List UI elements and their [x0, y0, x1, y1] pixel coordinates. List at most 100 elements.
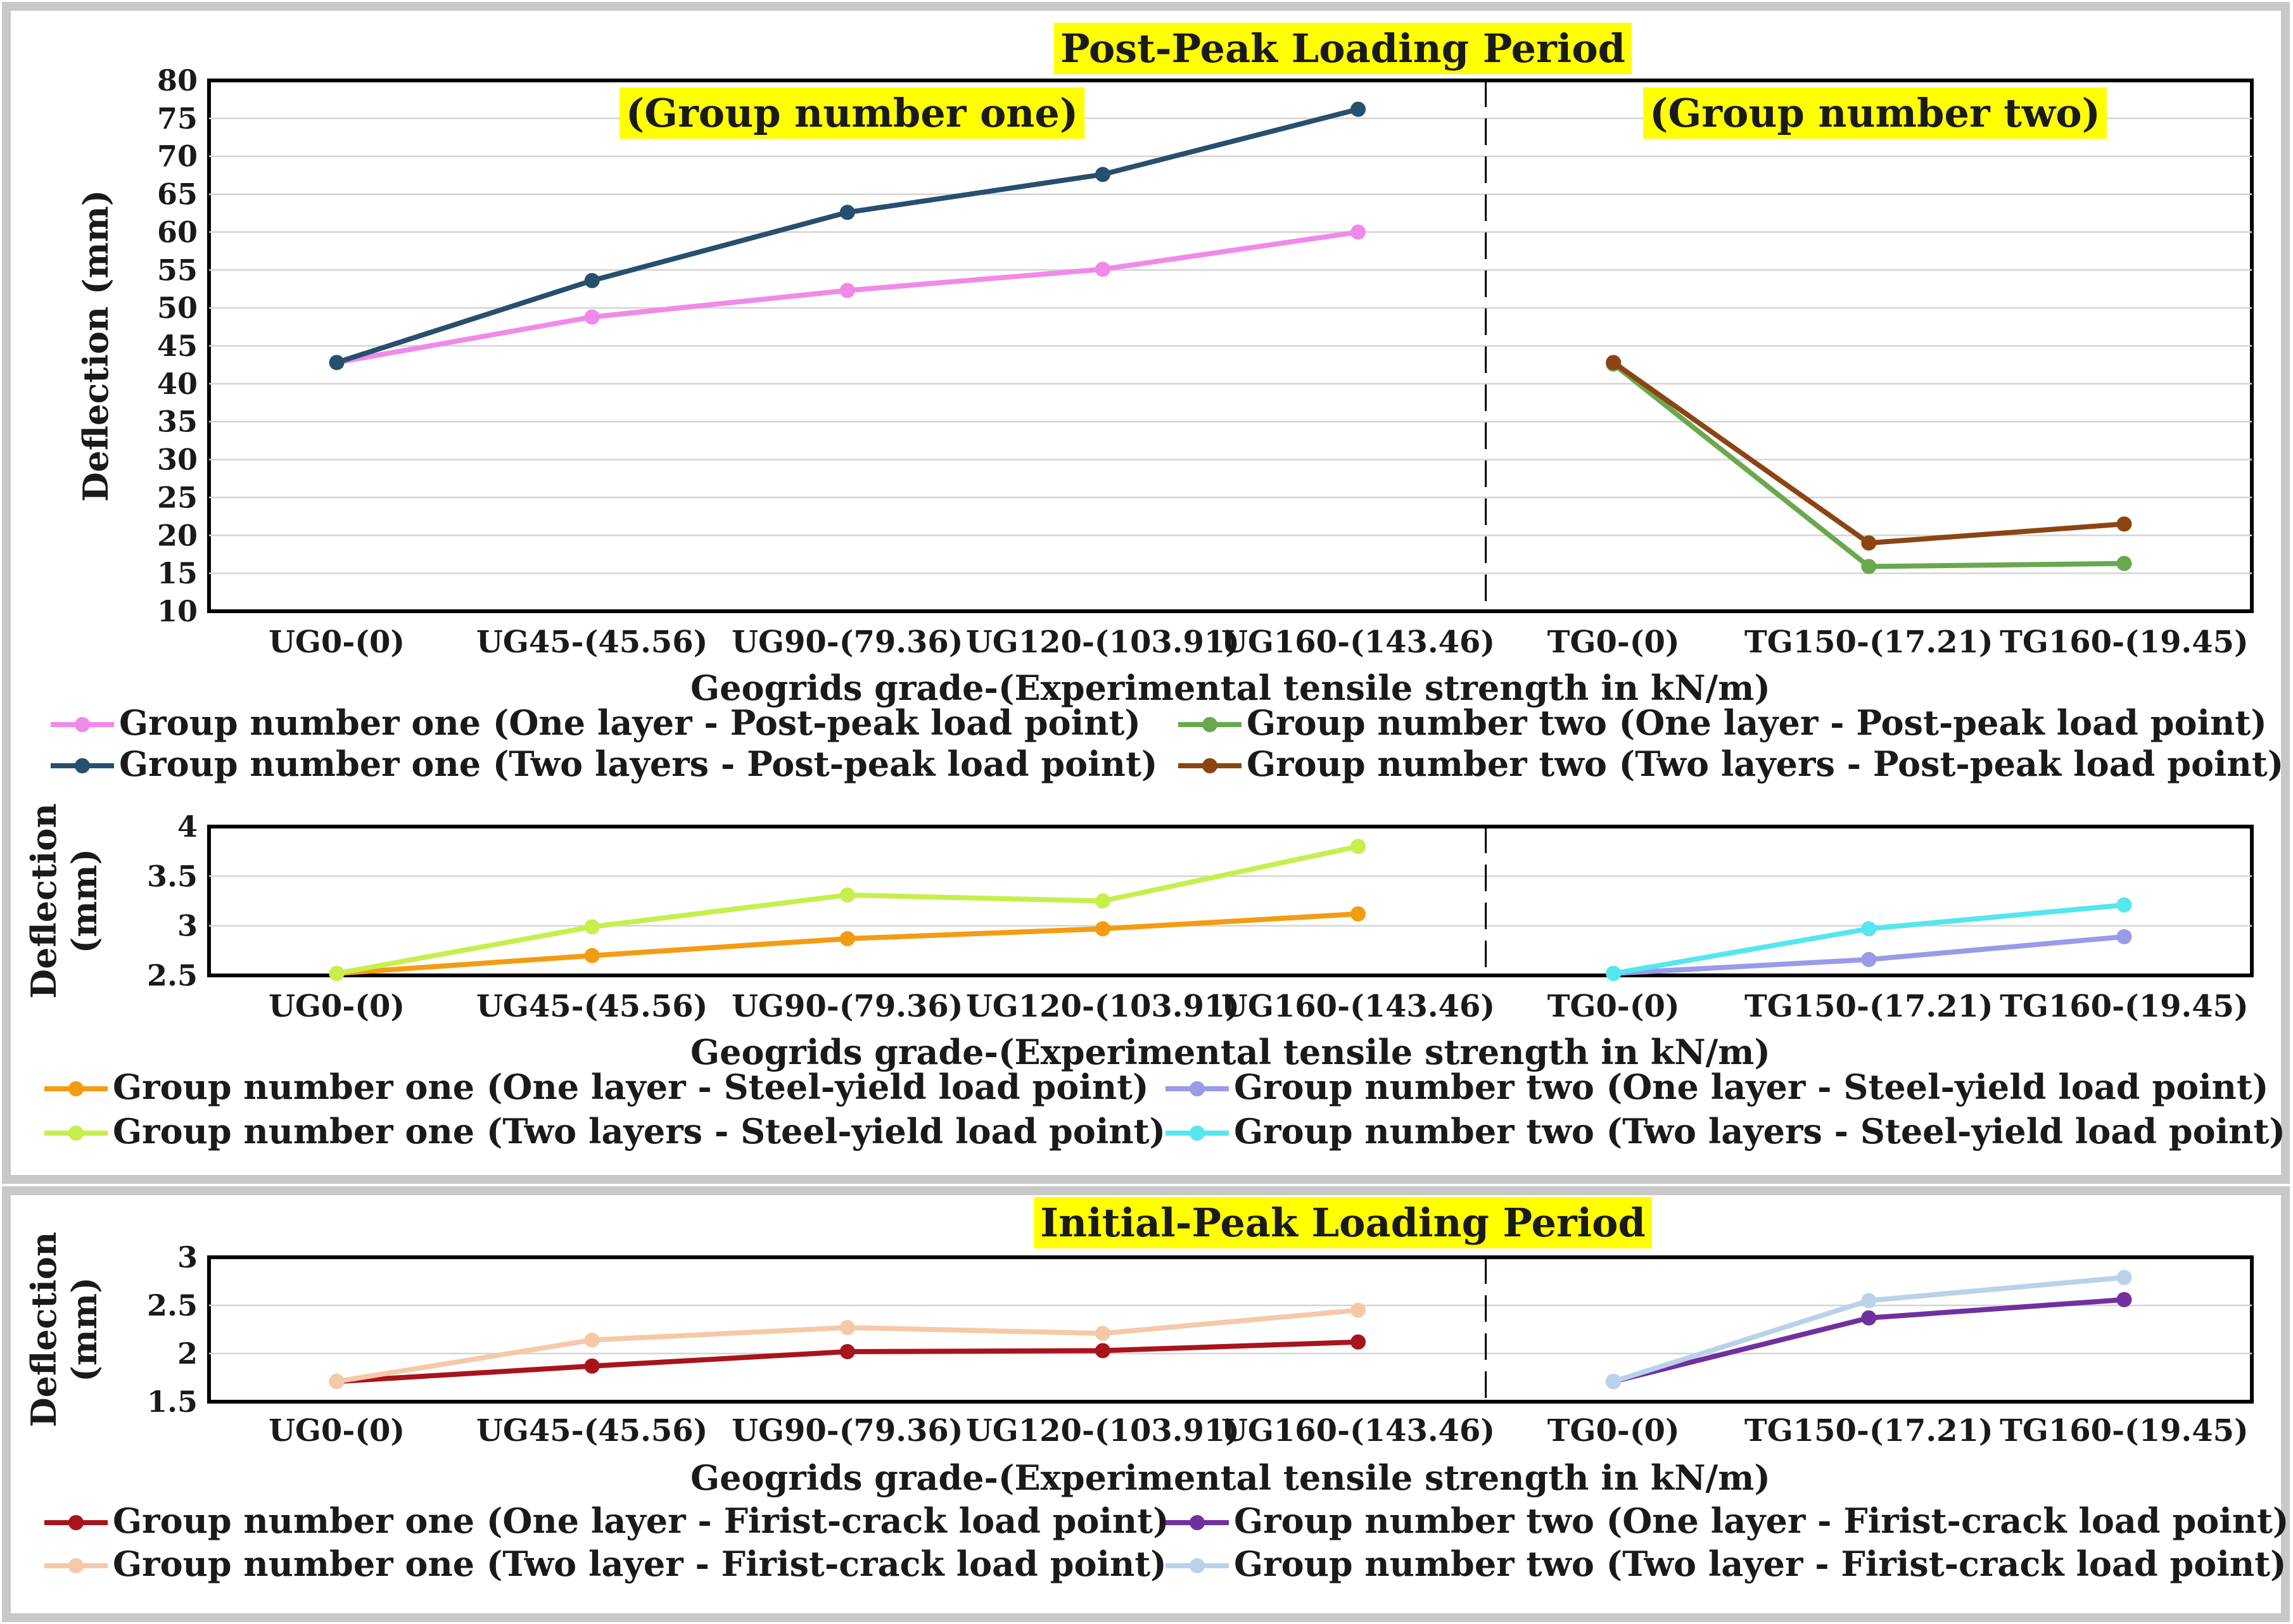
- post-peak-group-label-one-highlight: [619, 87, 1085, 139]
- post-peak-ytick-label: 50: [157, 291, 198, 325]
- post-peak-xtick-label: UG120-(103.91): [966, 625, 1240, 660]
- initial-peak-chart-title: Initial-Peak Loading Period: [1034, 1197, 1652, 1248]
- post-peak-series-2-point: [1861, 559, 1877, 574]
- steel-yield-series-3-point: [329, 965, 345, 981]
- steel-yield-xtick-label: UG90-(79.36): [732, 989, 963, 1024]
- post-peak-chart-title-highlight: [1053, 23, 1632, 74]
- initial-peak-series-3-point: [584, 1332, 600, 1348]
- steel-yield-xtick-label: TG150-(17.21): [1744, 989, 1993, 1024]
- initial-peak-series-1-point: [1095, 1343, 1110, 1359]
- steel-yield-series-4-point: [1861, 921, 1877, 937]
- initial-peak-xtick-label: UG45-(45.56): [476, 1413, 708, 1449]
- post-peak-xtick-label: UG45-(45.56): [476, 625, 708, 660]
- initial-peak-legend-entry: Group number two (One layer - Firist-cra…: [1166, 1500, 2289, 1541]
- post-peak-xtick-label: UG90-(79.36): [732, 625, 963, 660]
- post-peak-series-3-point: [329, 355, 345, 371]
- initial-peak-ytick-label: 2.5: [147, 1288, 198, 1323]
- post-peak-legend-marker: [1202, 717, 1217, 732]
- initial-peak-series-3-point: [839, 1319, 855, 1335]
- initial-peak-xtick-label: TG0-(0): [1547, 1413, 1680, 1449]
- initial-peak-legend-entry: Group number two (Two layer - Firist-cra…: [1166, 1544, 2287, 1584]
- initial-peak-series-4-point: [1606, 1374, 1622, 1390]
- post-peak-ytick-label: 40: [157, 367, 198, 401]
- post-peak-series-4-point: [2116, 516, 2132, 532]
- initial-peak-series-3-point: [1095, 1326, 1110, 1342]
- post-peak-group-label-two: (Group number two): [1643, 87, 2107, 139]
- steel-yield-series-4-point: [2116, 897, 2132, 913]
- post-peak-ytick-label: 10: [157, 594, 198, 628]
- initial-peak-series-1-point: [839, 1343, 855, 1359]
- post-peak-chart-title: Post-Peak Loading Period: [1053, 23, 1632, 74]
- steel-yield-legend-entry: Group number one (One layer - Steel-yiel…: [44, 1067, 1149, 1107]
- post-peak-series-3-point: [584, 273, 600, 289]
- post-peak-legend-entry: Group number one (Two layers - Post-peak…: [51, 744, 1157, 784]
- post-peak-xtick-label: UG0-(0): [269, 625, 405, 660]
- initial-peak-legend-label: Group number two (Two layer - Firist-cra…: [1234, 1544, 2287, 1584]
- initial-peak-series-3-point: [329, 1374, 345, 1390]
- initial-peak-legend-marker: [68, 1558, 84, 1573]
- steel-yield-series-1-point: [839, 931, 855, 947]
- initial-peak-legend-label: Group number one (One layer - Firist-cra…: [113, 1500, 1169, 1541]
- post-peak-legend-marker: [75, 717, 90, 732]
- steel-yield-series-1-point: [1095, 921, 1110, 937]
- initial-peak-plot-area: [207, 1255, 2254, 1404]
- steel-yield-series-2-point: [1861, 951, 1877, 967]
- post-peak-group-label-one-text: (Group number one): [626, 90, 1078, 136]
- post-peak-ytick-label: 80: [157, 63, 198, 98]
- steel-yield-series-1-point: [1350, 906, 1366, 922]
- steel-yield-series-3-point: [1350, 839, 1366, 854]
- initial-peak-series-2-point: [1861, 1310, 1877, 1326]
- post-peak-x-axis-title: Geogrids grade-(Experimental tensile str…: [690, 668, 1770, 708]
- post-peak-legend-label: Group number two (Two layers - Post-peak…: [1247, 744, 2283, 784]
- post-peak-series-1-point: [839, 282, 855, 298]
- steel-yield-y-axis-unit: (mm): [64, 849, 105, 953]
- steel-yield-xtick-label: UG120-(103.91): [966, 989, 1240, 1024]
- initial-peak-series-3-point: [1350, 1302, 1366, 1318]
- initial-peak-legend-marker: [1190, 1558, 1205, 1573]
- steel-yield-plot-area: [207, 825, 2254, 977]
- steel-yield-ytick-label: 4: [177, 809, 198, 844]
- initial-peak-xtick-label: UG90-(79.36): [732, 1413, 963, 1449]
- initial-peak-chart-title-text: Initial-Peak Loading Period: [1040, 1200, 1646, 1246]
- steel-yield-xtick-label: UG45-(45.56): [476, 989, 708, 1024]
- post-peak-ytick-label: 65: [157, 177, 198, 212]
- steel-yield-legend-entry: Group number two (Two layers - Steel-yie…: [1166, 1111, 2285, 1151]
- post-peak-ytick-label: 25: [157, 480, 198, 514]
- post-peak-legend-marker: [75, 758, 90, 773]
- initial-peak-series-4-point: [1861, 1293, 1877, 1309]
- steel-yield-series-1-point: [584, 948, 600, 963]
- post-peak-group-label-two-text: (Group number two): [1649, 90, 2100, 136]
- steel-yield-series-3-point: [584, 919, 600, 935]
- initial-peak-ytick-label: 3: [177, 1240, 198, 1274]
- steel-yield-xtick-label: UG160-(143.46): [1221, 989, 1495, 1024]
- post-peak-series-4-point: [1606, 355, 1622, 371]
- post-peak-series-3-point: [839, 205, 855, 220]
- post-peak-series-1-point: [1350, 224, 1366, 240]
- initial-peak-xtick-label: UG120-(103.91): [966, 1413, 1240, 1449]
- initial-peak-legend-label: Group number one (Two layer - Firist-cra…: [113, 1544, 1167, 1584]
- steel-yield-legend-entry: Group number one (Two layers - Steel-yie…: [44, 1111, 1166, 1151]
- steel-yield-y-axis-title: Deflection: [23, 803, 64, 998]
- steel-yield-xtick-label: TG0-(0): [1547, 989, 1680, 1024]
- steel-yield-x-axis-title: Geogrids grade-(Experimental tensile str…: [690, 1032, 1770, 1072]
- steel-yield-legend-label: Group number two (Two layers - Steel-yie…: [1234, 1111, 2285, 1151]
- steel-yield-legend-marker: [1190, 1081, 1205, 1096]
- initial-peak-legend-entry: Group number one (One layer - Firist-cra…: [44, 1500, 1169, 1541]
- post-peak-legend-label: Group number one (One layer - Post-peak …: [119, 702, 1141, 743]
- initial-peak-y-axis-unit: (mm): [64, 1277, 105, 1381]
- initial-peak-series-2-point: [2116, 1291, 2132, 1307]
- post-peak-ytick-label: 70: [157, 139, 198, 174]
- post-peak-ytick-label: 55: [157, 253, 198, 287]
- post-peak-ytick-label: 30: [157, 443, 198, 477]
- post-peak-legend-entry: Group number two (One layer - Post-peak …: [1178, 702, 2267, 743]
- post-peak-xtick-label: UG160-(143.46): [1221, 625, 1495, 660]
- steel-yield-xtick-label: UG0-(0): [269, 989, 405, 1024]
- post-peak-ytick-label: 75: [157, 101, 198, 136]
- post-peak-xtick-label: TG0-(0): [1547, 625, 1680, 660]
- steel-yield-series-4-point: [1606, 965, 1622, 981]
- steel-yield-legend-marker: [68, 1081, 84, 1096]
- steel-yield-legend-marker: [68, 1126, 84, 1141]
- post-peak-legend-entry: Group number two (Two layers - Post-peak…: [1178, 744, 2283, 784]
- initial-peak-x-axis-title: Geogrids grade-(Experimental tensile str…: [690, 1457, 1770, 1498]
